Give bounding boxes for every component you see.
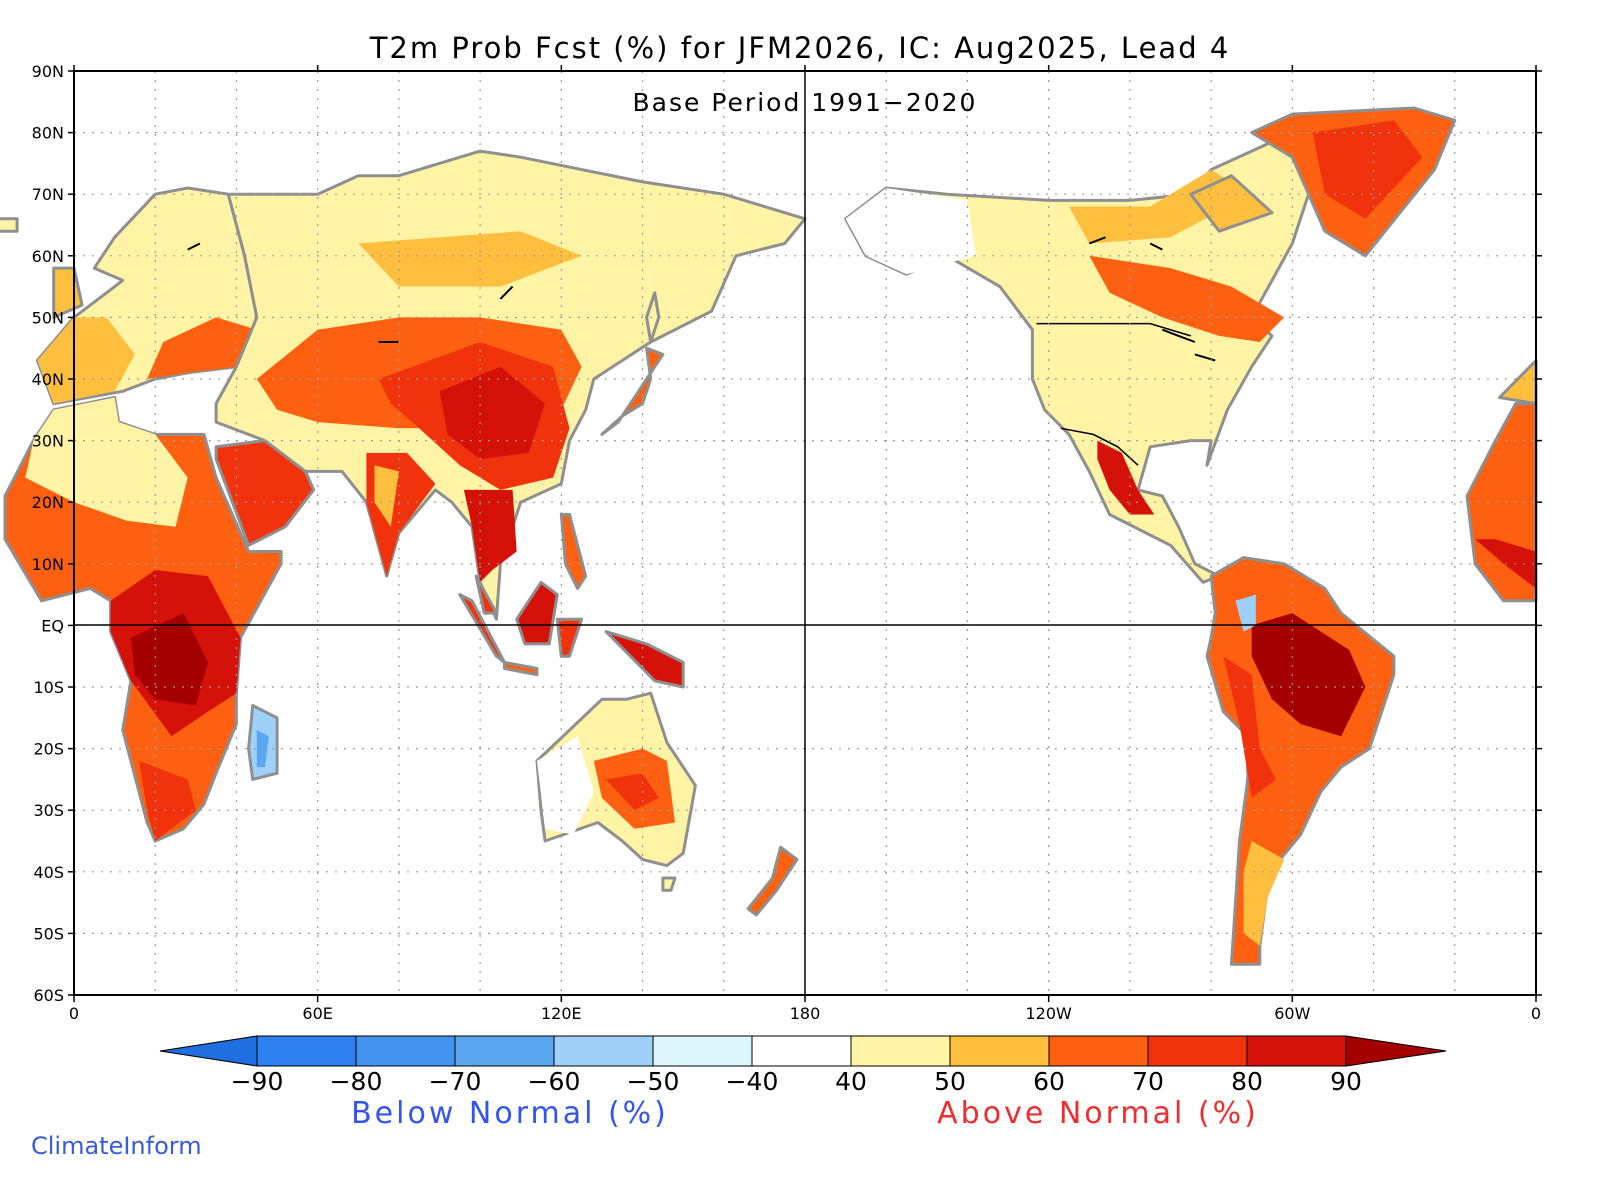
- lat-tick-label: 60S: [33, 986, 64, 1005]
- lat-tick-label: 40N: [32, 370, 64, 389]
- lat-tick-label: 70N: [32, 185, 64, 204]
- credit-text: ClimateInform: [31, 1132, 202, 1160]
- sakhalin: [645, 291, 661, 344]
- lat-tick-label: 30S: [33, 801, 64, 820]
- colorbar-label: −50: [627, 1067, 680, 1096]
- new-zealand: [746, 845, 799, 917]
- map-title: T2m Prob Fcst (%) for JFM2026, IC: Aug20…: [369, 31, 1231, 65]
- africa-south-red: [139, 760, 196, 841]
- lat-tick-label: 10S: [33, 678, 64, 697]
- canada-orange: [1089, 255, 1285, 342]
- lake-outline: [499, 285, 514, 300]
- latitude-axis: 90N 80N 70N 60N 50N 40N 30N 20N 10N EQ 10S 20S 30S 40…: [32, 62, 1542, 1005]
- colombia-blue: [1235, 594, 1256, 632]
- lon-tick-label: 180: [790, 1004, 821, 1023]
- lat-tick-label: 40S: [33, 863, 64, 882]
- java: [503, 660, 539, 677]
- lon-tick-label: 60W: [1274, 1004, 1310, 1023]
- lat-tick-label: 90N: [32, 62, 64, 81]
- philippines: [559, 513, 588, 590]
- colorbar-label: −70: [429, 1067, 482, 1096]
- lat-tick-label: 30N: [32, 432, 64, 451]
- colorbar-swatch: [949, 1035, 1050, 1067]
- lat-tick-label: EQ: [41, 616, 64, 635]
- colorbar-swatch: [553, 1035, 654, 1067]
- lat-tick-label: 20S: [33, 740, 64, 759]
- colorbar-swatch: [652, 1035, 753, 1067]
- amazon-brown: [1251, 613, 1366, 737]
- lon-tick-label: 0: [1531, 1004, 1541, 1023]
- lat-tick-label: 80N: [32, 124, 64, 143]
- indochina-red: [463, 489, 517, 583]
- colorbar-label: −80: [330, 1067, 383, 1096]
- lake-outline: [1194, 353, 1216, 362]
- colorbar-swatch: [355, 1035, 456, 1067]
- siberia-yellow: [358, 231, 582, 287]
- lon-tick-label: 120W: [1025, 1004, 1072, 1023]
- australia-core-red: [606, 773, 659, 811]
- india-core: [374, 465, 399, 527]
- land-masses: [0, 106, 1538, 966]
- base-period-label: Base Period 1991−2020: [633, 88, 978, 117]
- colorbar-swatch: [454, 1035, 555, 1067]
- colorbar-label: −60: [528, 1067, 581, 1096]
- lat-tick-label: 50S: [33, 924, 64, 943]
- colorbar-swatch: [850, 1035, 951, 1067]
- us-canada-border: [1036, 322, 1192, 337]
- lake-outline: [1149, 242, 1163, 251]
- china-core-dred: [439, 366, 546, 460]
- borneo: [515, 580, 559, 646]
- greenland-core: [1312, 120, 1423, 219]
- iceland-island: [0, 217, 19, 233]
- lake-outline: [1088, 236, 1106, 245]
- lon-tick-label: 60E: [302, 1004, 332, 1023]
- sulawesi: [555, 617, 584, 658]
- colorbar-label: 40: [835, 1067, 867, 1096]
- iberia-edge: [1498, 359, 1538, 406]
- lon-tick-label: 120E: [541, 1004, 582, 1023]
- africa-core-brown: [130, 613, 208, 706]
- lat-tick-label: 10N: [32, 555, 64, 574]
- colorbar-swatch: [1246, 1035, 1347, 1067]
- us-mexico-border: [1060, 427, 1139, 466]
- north-america-landmass: [844, 118, 1335, 584]
- colorbar-swatch: [751, 1035, 852, 1067]
- europe-west-orange: [37, 317, 135, 404]
- colorbar-label: −40: [726, 1067, 779, 1096]
- africa-sahara-cream: [25, 397, 188, 527]
- longitude-axis: 0 60E 120E 180 120W 60W 0: [69, 65, 1541, 1023]
- lat-tick-label: 60N: [32, 247, 64, 266]
- andes-red: [1223, 656, 1277, 798]
- colorbar-swatch: [1048, 1035, 1149, 1067]
- above-normal-label: Above Normal (%): [937, 1096, 1259, 1131]
- tasmania: [661, 876, 677, 892]
- madagascar-core: [256, 730, 269, 768]
- colorbar-label: −90: [231, 1067, 284, 1096]
- patagonia-cream: [1243, 841, 1285, 946]
- colorbar: [159, 1035, 1447, 1067]
- below-normal-label: Below Normal (%): [351, 1096, 669, 1131]
- lat-tick-label: 50N: [32, 308, 64, 327]
- colorbar-label: 80: [1231, 1067, 1263, 1096]
- colorbar-arrow-high: [1345, 1035, 1447, 1067]
- lat-tick-label: 20N: [32, 493, 64, 512]
- colorbar-label: 70: [1132, 1067, 1164, 1096]
- lon-tick-label: 0: [69, 1004, 79, 1023]
- lake-outline: [1162, 328, 1196, 343]
- colorbar-label: 60: [1033, 1067, 1065, 1096]
- colorbar-arrow-low: [159, 1035, 258, 1067]
- colorbar-swatch: [1147, 1035, 1248, 1067]
- europe-south-red: [147, 317, 257, 379]
- new-guinea: [604, 630, 685, 689]
- colorbar-label: 50: [934, 1067, 966, 1096]
- colorbar-label: 90: [1330, 1067, 1362, 1096]
- colorbar-labels: −90 −80 −70 −60 −50 −40 40 50 60 70 80 90: [231, 1067, 1362, 1096]
- mexico-red: [1097, 440, 1155, 515]
- japan-islands: [600, 346, 665, 436]
- alaska-white: [845, 188, 976, 275]
- lake-outline: [187, 242, 201, 251]
- colorbar-swatch: [256, 1035, 357, 1067]
